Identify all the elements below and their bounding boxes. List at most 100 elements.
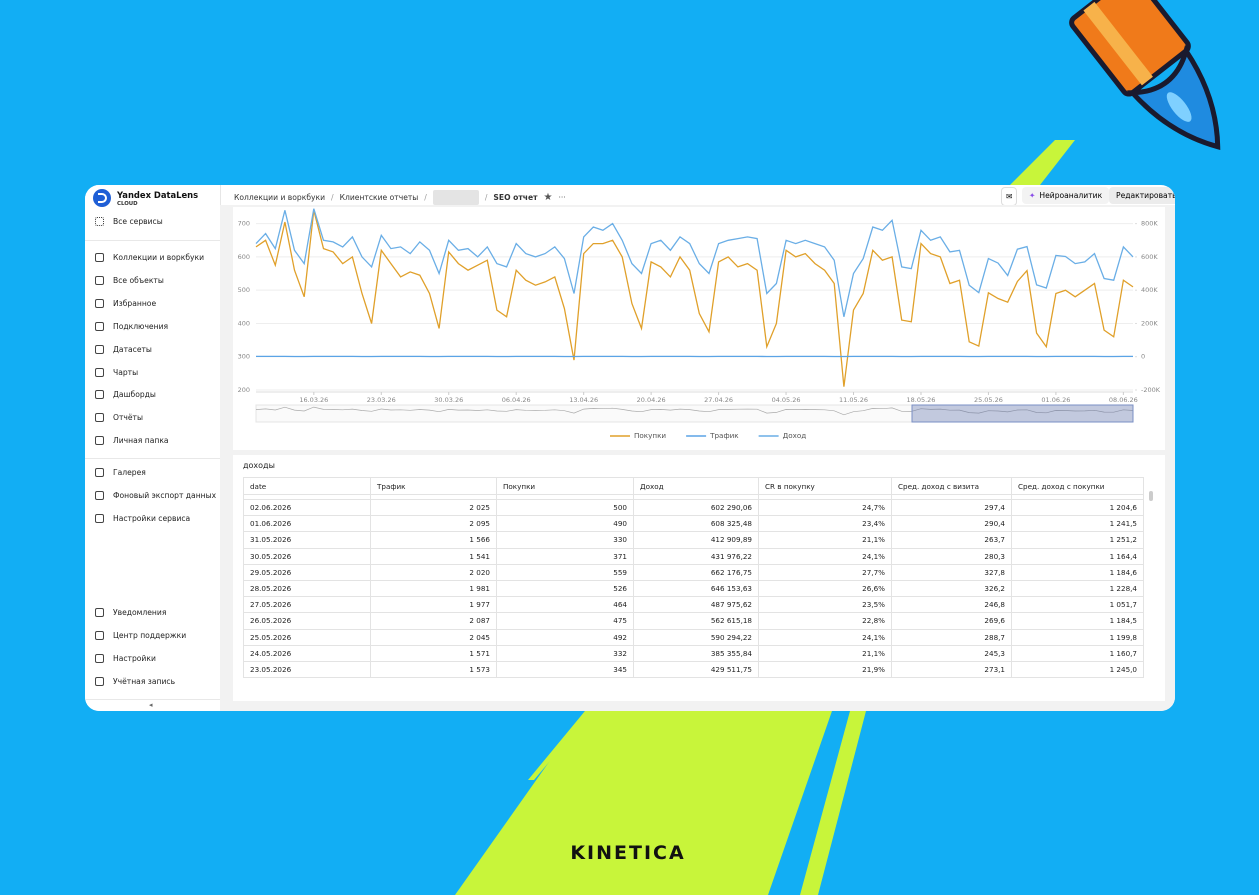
column-header[interactable]: Сред. доход с визита	[891, 477, 1012, 495]
legend-item[interactable]: Покупки	[610, 431, 666, 440]
cell: 24,1%	[758, 547, 892, 565]
cell: 464	[496, 596, 634, 614]
nav-label: Подключения	[113, 321, 169, 331]
cell: 269,6	[891, 612, 1012, 630]
favorite-button[interactable]: ★	[543, 192, 553, 203]
y-tick-label: 500	[238, 286, 250, 294]
nav-item[interactable]: Настройки	[95, 654, 156, 663]
column-header[interactable]: Трафик	[370, 477, 497, 495]
y-tick-label: 300	[238, 353, 250, 361]
column-header[interactable]: Сред. доход с покупки	[1011, 477, 1144, 495]
cell: 24.05.2026	[243, 644, 371, 662]
nav-item[interactable]: Подключения	[95, 321, 169, 331]
ai-button[interactable]: ✦ Нейроаналитик	[1022, 187, 1110, 204]
cell: 26.05.2026	[243, 612, 371, 630]
crumb[interactable]: Клиентские отчеты	[339, 193, 419, 202]
cell: 29.05.2026	[243, 563, 371, 581]
cell: 31.05.2026	[243, 531, 371, 549]
nav-icon	[95, 491, 104, 500]
divider	[85, 458, 220, 459]
row: 25.05.2026 2 045 492 590 294,22 24,1% 288,7 1 …	[243, 628, 1144, 646]
collapse-button[interactable]: ◂	[149, 701, 153, 709]
cell: 429 511,75	[633, 660, 759, 679]
row: 31.05.2026 1 566 330 412 909,89 21,1% 263,7 1 …	[243, 531, 1144, 549]
brand-footer: KINETICA	[570, 842, 685, 864]
nav-label: Дашборды	[113, 390, 156, 400]
brand: Yandex DataLens	[117, 190, 199, 200]
data-table: date Трафик Покупки Доход CR в покупку Сред. …	[243, 477, 1144, 679]
sidebar: Yandex DataLens CLOUD Все сервисы ◂ Колл…	[85, 185, 221, 711]
stripe	[528, 711, 592, 780]
x-tick-label: 06.04.26	[502, 396, 531, 404]
current-page: SEO отчет	[493, 193, 538, 202]
cell: 2 045	[370, 628, 497, 646]
nav-icon	[95, 344, 104, 354]
cell: 330	[496, 531, 634, 549]
column-header[interactable]: Покупки	[496, 477, 634, 495]
scrollbar[interactable]	[1149, 491, 1153, 501]
legend-label: Доход	[783, 431, 807, 440]
nav-label: Личная папка	[113, 436, 169, 446]
cell: 492	[496, 628, 634, 646]
nav-label: Датасеты	[113, 344, 152, 354]
nav-item[interactable]: Центр поддержки	[95, 631, 186, 640]
nav-icon	[95, 514, 104, 523]
edit-button[interactable]: Редактировать	[1109, 187, 1175, 204]
cell: 2 087	[370, 612, 497, 630]
nav-item[interactable]: Все объекты	[95, 275, 164, 285]
x-tick-label: 25.05.26	[974, 396, 1003, 404]
nav-item[interactable]: Датасеты	[95, 344, 152, 354]
cell: 559	[496, 563, 634, 581]
table-title: доходы	[243, 461, 275, 470]
nav-label: Центр поддержки	[113, 631, 187, 640]
nav-icon	[95, 253, 104, 262]
nav-icon	[95, 321, 104, 331]
nav-item[interactable]: Фоновый экспорт данных	[95, 491, 216, 500]
column-header[interactable]: date	[243, 477, 371, 495]
cell: 431 976,22	[633, 547, 759, 565]
cell: 273,1	[891, 660, 1012, 679]
divider	[85, 699, 220, 700]
nav-item[interactable]: Дашборды	[95, 390, 156, 400]
nav-item[interactable]: Чарты	[95, 367, 139, 377]
nav-item[interactable]: Учётная запись	[95, 677, 175, 686]
x-tick-label: 30.03.26	[434, 396, 463, 404]
x-tick-label: 01.06.26	[1041, 396, 1070, 404]
legend-label: Покупки	[634, 431, 666, 440]
cell: 1 199,8	[1011, 628, 1144, 646]
nav-label: Коллекции и воркбуки	[113, 253, 205, 262]
navigator-selection[interactable]	[911, 404, 1134, 423]
nav-label: Отчёты	[113, 413, 143, 423]
nav-item[interactable]: Коллекции и воркбуки	[95, 253, 204, 262]
row: 27.05.2026 1 977 464 487 975,62 23,5% 246,8 1 …	[243, 596, 1144, 614]
more-button[interactable]: ···	[558, 193, 566, 202]
nav-item[interactable]: Уведомления	[95, 608, 166, 617]
nav-label: Чарты	[113, 367, 139, 377]
cell: 30.05.2026	[243, 547, 371, 565]
cell: 280,3	[891, 547, 1012, 565]
legend-item[interactable]: Трафик	[686, 431, 739, 440]
breadcrumbs: Коллекции и воркбуки / Клиентские отчеты /…	[234, 190, 566, 205]
nav-item[interactable]: Избранное	[95, 298, 156, 308]
line-series	[255, 208, 1134, 317]
cell: 23,5%	[758, 596, 892, 614]
column-header[interactable]: CR в покупку	[758, 477, 892, 495]
cell: 1 160,7	[1011, 644, 1144, 662]
nav-item[interactable]: Настройки сервиса	[95, 514, 190, 523]
nav-item[interactable]: Все сервисы	[95, 217, 163, 226]
column-header[interactable]: Доход	[633, 477, 759, 495]
nav-item[interactable]: Личная папка	[95, 436, 169, 446]
nav-item[interactable]: Отчёты	[95, 413, 143, 423]
pen-illustration	[1069, 0, 1221, 150]
y-tick-label: 700	[238, 220, 250, 228]
nav-label: Настройки сервиса	[113, 514, 191, 523]
x-tick-label: 20.04.26	[637, 396, 666, 404]
legend-item[interactable]: Доход	[758, 431, 807, 440]
row: 01.06.2026 2 095 490 608 325,48 23,4% 290,4 1 …	[243, 515, 1144, 533]
x-tick-label: 04.05.26	[772, 396, 801, 404]
crumb[interactable]: Коллекции и воркбуки	[234, 193, 326, 202]
cell: 24,1%	[758, 628, 892, 646]
legend-label: Трафик	[709, 431, 739, 440]
nav-item[interactable]: Галерея	[95, 468, 146, 477]
